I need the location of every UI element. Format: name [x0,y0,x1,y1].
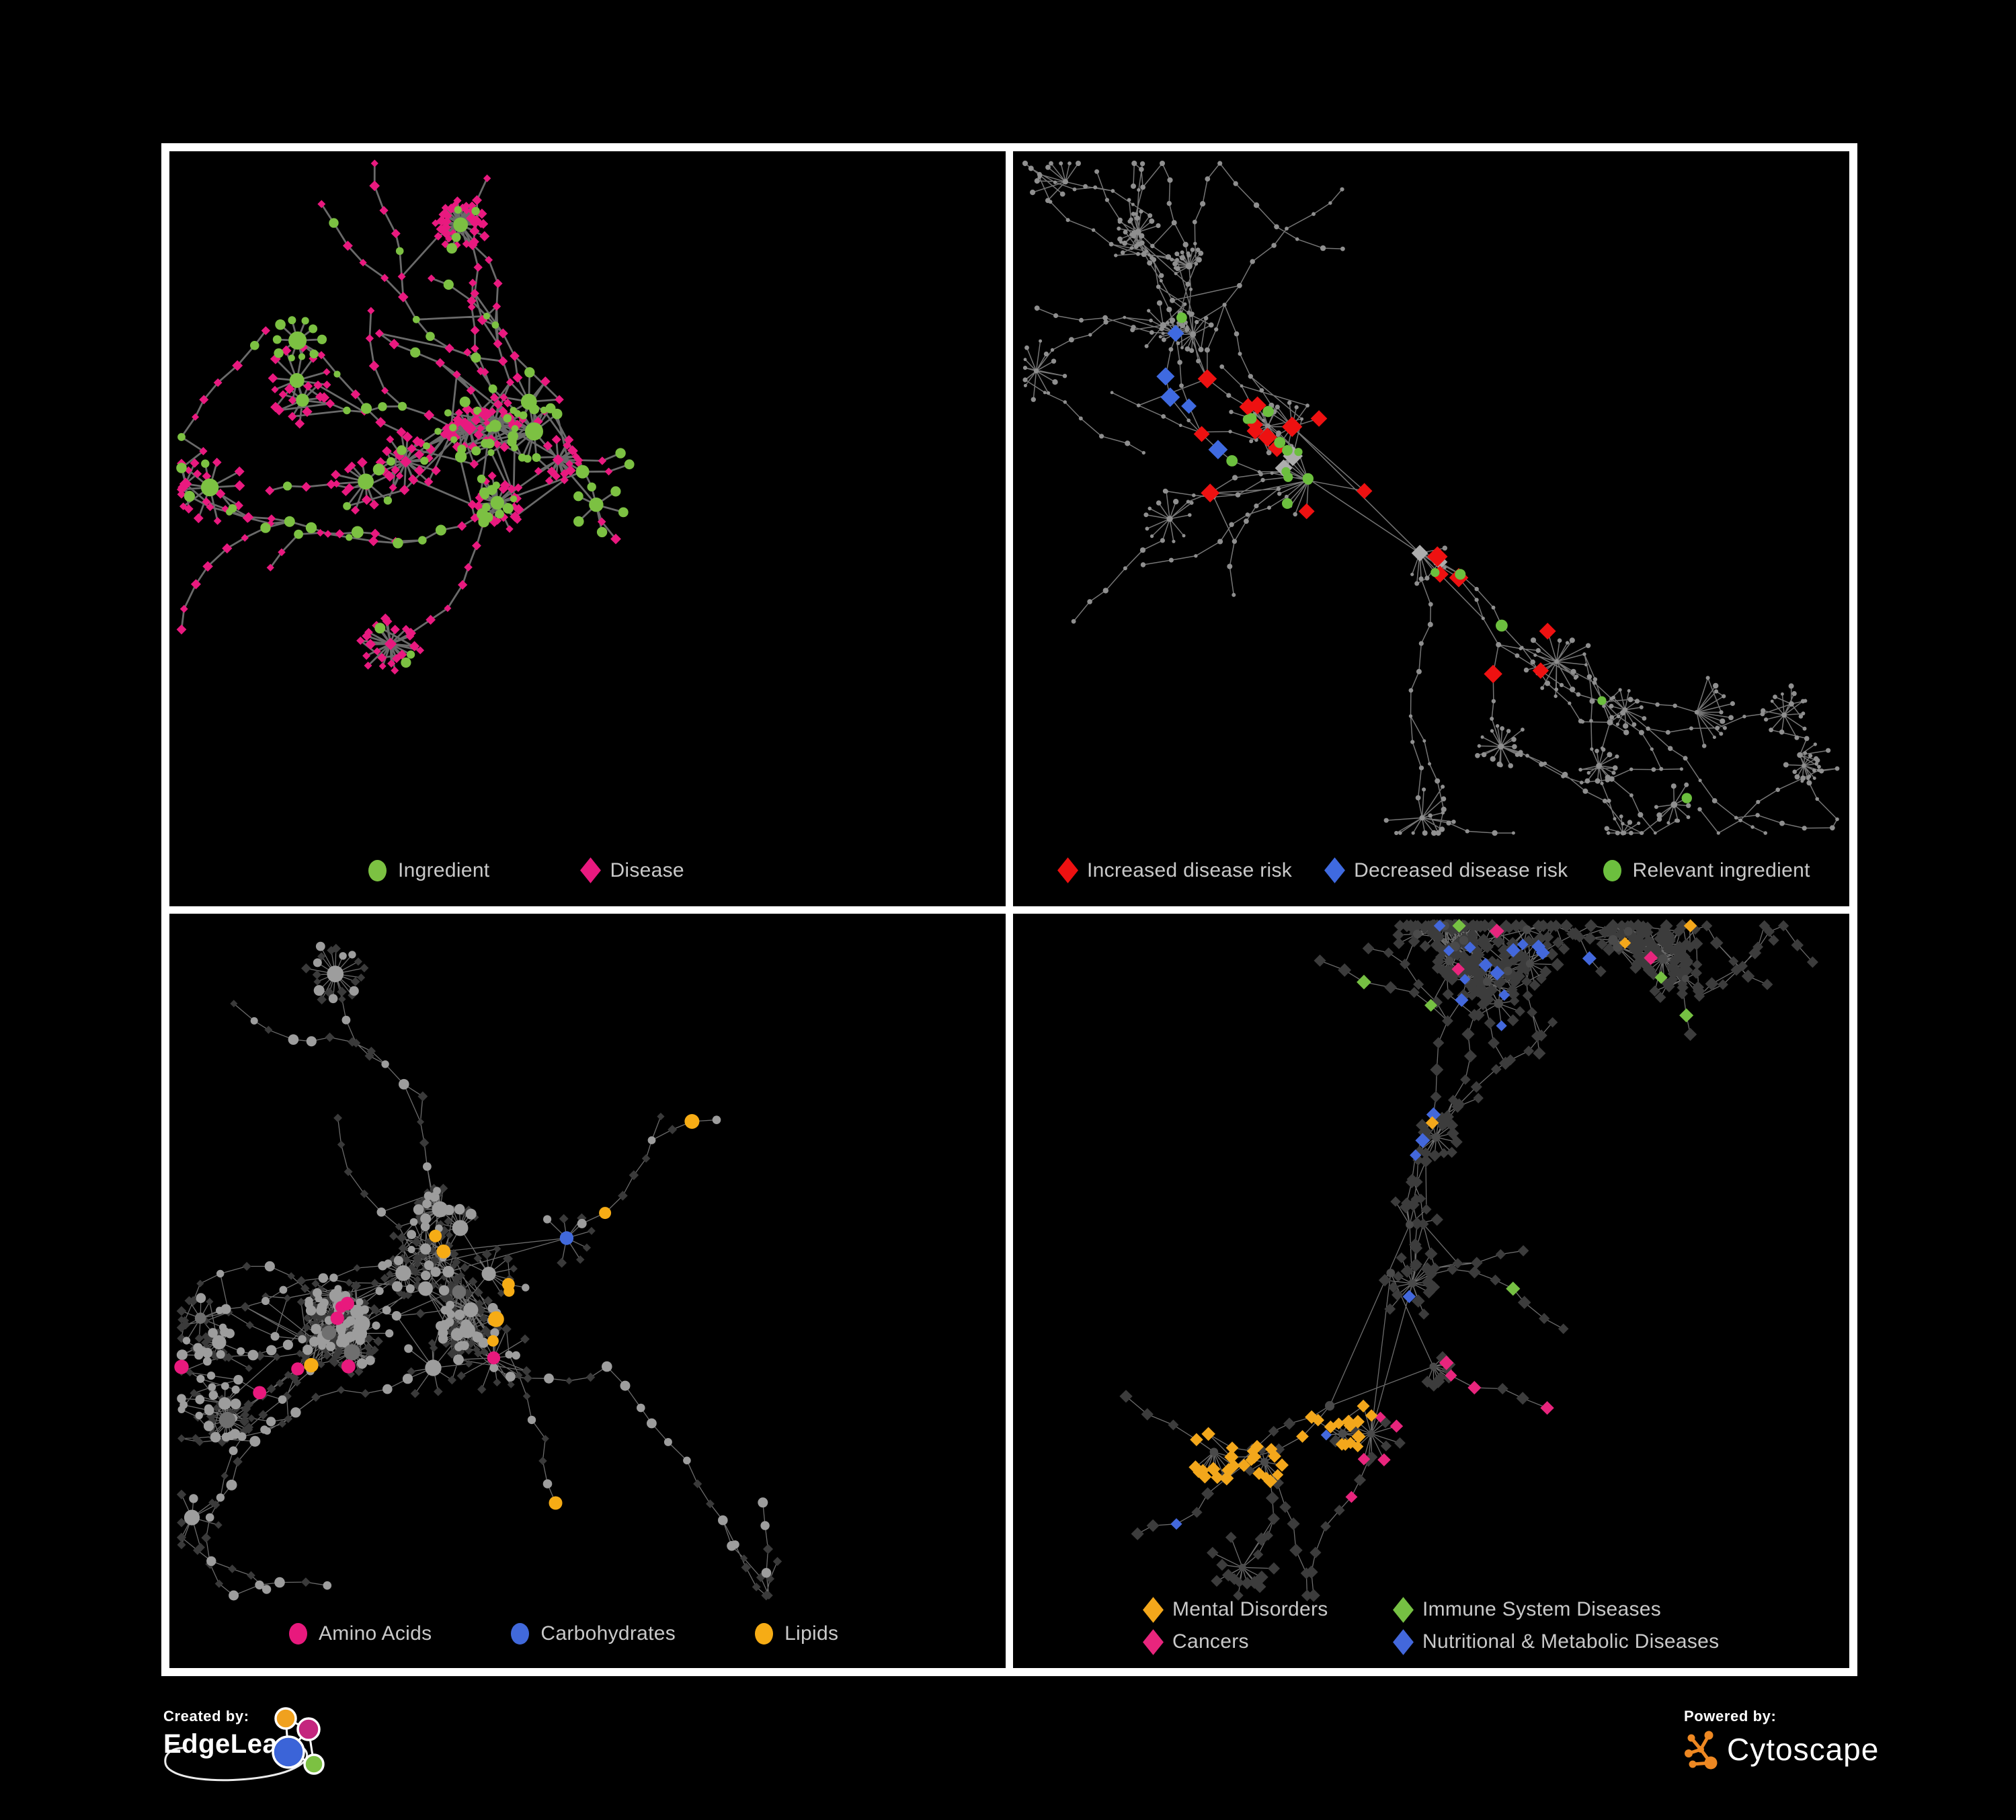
legend-label: Carbohydrates [540,1622,676,1645]
legend-label: Increased disease risk [1087,859,1293,881]
legend-label: Cancers [1172,1630,1249,1653]
legend-disease-categories: Mental Disorders Immune System Diseases … [1143,1596,1720,1655]
legend-item: Carbohydrates [511,1622,676,1645]
legend-item: Increased disease risk [1057,857,1293,883]
network-graph-disease-risk [1022,160,1840,836]
relevant-ingredient-circle-marker-icon [1603,859,1621,881]
powered-by-label: Powered by: [1684,1708,1777,1725]
legend-label: Nutritional & Metabolic Diseases [1422,1630,1720,1653]
mental-disorders-diamond-marker-icon [1143,1596,1164,1623]
edgeleap-logo: Created by: EdgeLeap [163,1707,331,1792]
legend-label: Immune System Diseases [1422,1598,1662,1620]
lipids-circle-marker-icon [755,1623,774,1645]
legend-item: Lipids [755,1622,838,1645]
legend-disease-risk: Increased disease risk Decreased disease… [1057,857,1810,883]
legend-label: Disease [610,859,684,881]
panel-disease-categories: Mental Disorders Immune System Diseases … [1013,913,1849,1668]
nutritional-metabolic-diamond-marker-icon [1393,1628,1414,1655]
legend-item: Amino Acids [289,1622,432,1645]
cancers-diamond-marker-icon [1143,1628,1164,1655]
legend-label: Ingredient [398,859,490,881]
legend-label: Relevant ingredient [1632,859,1810,881]
panels-grid: Ingredient Disease Increased disease ris… [161,143,1857,1676]
created-by-label: Created by: [163,1708,249,1725]
legend-label: Mental Disorders [1172,1598,1328,1620]
cytoscape-network-icon [1685,1731,1718,1770]
legend-label: Lipids [784,1622,839,1645]
carbohydrates-circle-marker-icon [511,1623,530,1645]
decreased-risk-diamond-marker-icon [1324,857,1346,883]
legend-item: Nutritional & Metabolic Diseases [1393,1628,1720,1655]
panel-nutrient-classes: Amino Acids Carbohydrates Lipids [169,913,1006,1668]
amino-acids-circle-marker-icon [289,1623,307,1645]
legend-nutrient-classes: Amino Acids Carbohydrates Lipids [289,1622,838,1645]
edgeleap-network-icon [272,1707,325,1775]
ingredient-circle-marker-icon [368,859,387,881]
legend-item: Relevant ingredient [1603,859,1810,882]
legend-label: Amino Acids [319,1622,432,1645]
legend-ingredient-disease: Ingredient Disease [368,857,684,883]
cytoscape-logo: Powered by: Cytosc [1684,1708,1879,1782]
legend-item: Disease [580,857,684,883]
cytoscape-wordmark: Cytoscape [1727,1732,1880,1767]
network-graph-ingredient-disease [176,159,635,675]
legend-item: Mental Disorders [1143,1596,1396,1623]
legend-item: Ingredient [368,859,489,882]
increased-risk-diamond-marker-icon [1057,857,1078,883]
legend-item: Decreased disease risk [1324,857,1568,883]
panel-ingredient-disease: Ingredient Disease [169,151,1006,906]
immune-diseases-diamond-marker-icon [1393,1596,1414,1623]
panel-disease-risk: Increased disease risk Decreased disease… [1013,151,1849,906]
legend-item: Cancers [1143,1628,1396,1655]
legend-item: Immune System Diseases [1393,1596,1719,1623]
network-graph-nutrient-classes [174,941,782,1600]
network-graph-disease-categories [1119,918,1818,1602]
legend-label: Decreased disease risk [1354,859,1568,881]
disease-diamond-marker-icon [580,857,602,883]
